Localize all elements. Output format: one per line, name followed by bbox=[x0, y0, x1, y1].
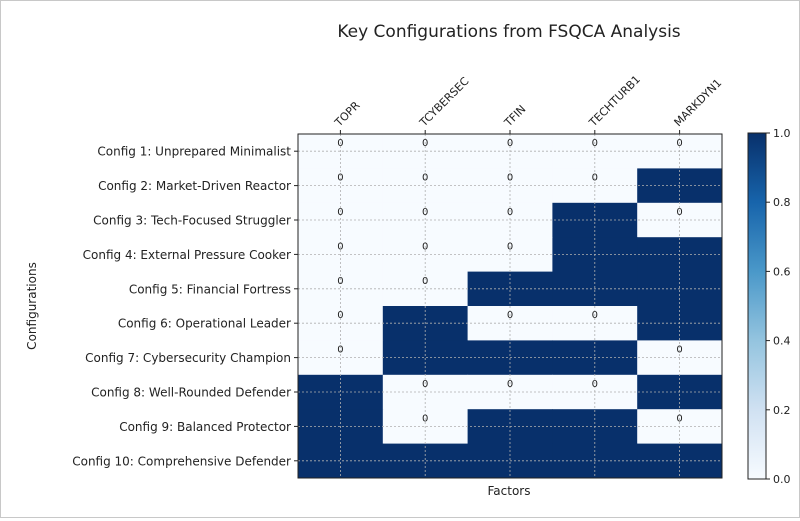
cell-value-label: 0 bbox=[507, 379, 513, 390]
plot-border bbox=[297, 133, 723, 479]
cell-value-label: 0 bbox=[422, 173, 428, 184]
colorbar-ticks: 0.0 0.2 0.4 0.6 0.8 1.0 bbox=[766, 127, 791, 486]
cell-value-label: 0 bbox=[337, 241, 343, 252]
cell-value-label: 0 bbox=[422, 207, 428, 218]
cell-value-label: 0 bbox=[592, 138, 598, 149]
cell-labels: 0 0 0 0 0 0 0 0 0 0 0 0 0 0 0 0 0 0 0 0 0 0 0 0 0 0 0 0 bbox=[337, 138, 683, 424]
y-axis-label: Configurations bbox=[25, 262, 39, 350]
cell-value-label: 0 bbox=[676, 207, 682, 218]
column-label: TCYBERSEC bbox=[416, 74, 471, 129]
column-labels: TOPR TCYBERSEC TFIN TECHTURB1 MARKDYN1 bbox=[332, 73, 725, 130]
colorbar-tick-label: 0.4 bbox=[773, 335, 791, 348]
row-label: Config 7: Cybersecurity Champion bbox=[85, 351, 291, 365]
cell-value-label: 0 bbox=[507, 173, 513, 184]
cell-value-label: 0 bbox=[592, 310, 598, 321]
cell-value-label: 0 bbox=[507, 310, 513, 321]
row-label: Config 1: Unprepared Minimalist bbox=[97, 145, 291, 159]
cell-value-label: 0 bbox=[337, 276, 343, 287]
cell-value-label: 0 bbox=[507, 207, 513, 218]
colorbar-tick-label: 1.0 bbox=[773, 127, 791, 140]
cell-value-label: 0 bbox=[422, 138, 428, 149]
cell-value-label: 0 bbox=[507, 138, 513, 149]
heatmap-grid bbox=[294, 130, 722, 478]
column-label: MARKDYN1 bbox=[672, 76, 725, 129]
heatmap-cell bbox=[298, 271, 384, 307]
column-label: TOPR bbox=[332, 99, 363, 130]
cell-value-label: 0 bbox=[422, 241, 428, 252]
column-label: TECHTURB1 bbox=[586, 73, 643, 130]
cell-value-label: 0 bbox=[337, 345, 343, 356]
cell-value-label: 0 bbox=[422, 379, 428, 390]
row-label: Config 3: Tech-Focused Struggler bbox=[93, 214, 291, 228]
cell-value-label: 0 bbox=[507, 241, 513, 252]
row-label: Config 6: Operational Leader bbox=[118, 317, 291, 331]
cell-value-label: 0 bbox=[592, 379, 598, 390]
cell-value-label: 0 bbox=[337, 173, 343, 184]
cell-value-label: 0 bbox=[337, 207, 343, 218]
x-axis-label: Factors bbox=[488, 484, 531, 498]
column-label: TFIN bbox=[501, 103, 528, 130]
heatmap-cell bbox=[382, 271, 469, 307]
cell-value-label: 0 bbox=[592, 173, 598, 184]
colorbar-tick-label: 0.8 bbox=[773, 196, 791, 209]
colorbar-tick-label: 0.2 bbox=[773, 404, 791, 417]
row-label: Config 9: Balanced Protector bbox=[119, 420, 291, 434]
cell-value-label: 0 bbox=[337, 310, 343, 321]
row-label: Config 2: Market-Driven Reactor bbox=[98, 179, 291, 193]
colorbar bbox=[747, 132, 767, 480]
cell-value-label: 0 bbox=[337, 138, 343, 149]
cell-value-label: 0 bbox=[676, 345, 682, 356]
cell-value-label: 0 bbox=[422, 276, 428, 287]
row-label: Config 10: Comprehensive Defender bbox=[72, 454, 291, 468]
colorbar-tick-label: 0.6 bbox=[773, 265, 791, 278]
heatmap-cell bbox=[382, 443, 469, 479]
chart-title: Key Configurations from FSQCA Analysis bbox=[337, 22, 680, 42]
row-label: Config 8: Well-Rounded Defender bbox=[91, 386, 291, 400]
cell-value-label: 0 bbox=[676, 413, 682, 424]
cell-value-label: 0 bbox=[676, 138, 682, 149]
heatmap-cell bbox=[298, 443, 384, 479]
row-label: Config 4: External Pressure Cooker bbox=[83, 248, 291, 262]
row-labels: Config 1: Unprepared Minimalist Config 2:… bbox=[72, 145, 291, 469]
cell-value-label: 0 bbox=[422, 413, 428, 424]
colorbar-tick-label: 0.0 bbox=[773, 473, 791, 486]
row-label: Config 5: Financial Fortress bbox=[129, 282, 291, 296]
